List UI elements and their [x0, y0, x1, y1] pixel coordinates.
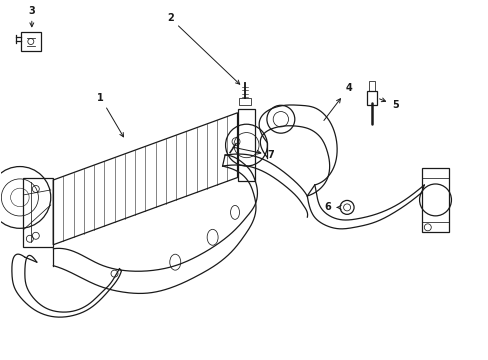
- Text: 2: 2: [166, 13, 239, 84]
- Bar: [421, 167, 448, 232]
- Text: 3: 3: [28, 6, 35, 27]
- Text: 4: 4: [323, 83, 351, 121]
- Text: 5: 5: [379, 98, 398, 110]
- Bar: [366, 91, 376, 105]
- Text: 1: 1: [97, 93, 123, 137]
- Text: 6: 6: [323, 202, 341, 212]
- Bar: [368, 81, 375, 91]
- Bar: [239, 98, 250, 105]
- Text: 7: 7: [232, 147, 274, 160]
